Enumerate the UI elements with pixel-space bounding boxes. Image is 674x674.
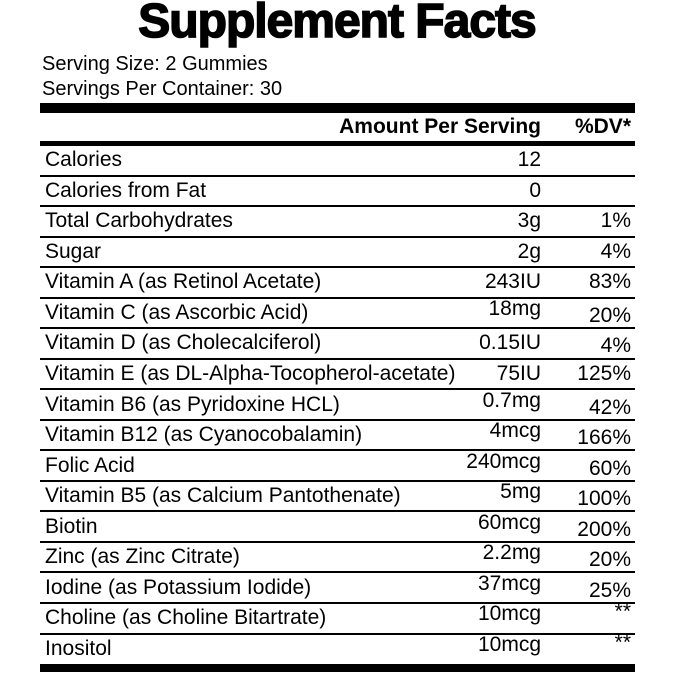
divider-thick-top: [40, 103, 635, 113]
nutrient-amount: 60mcg: [477, 510, 541, 534]
serving-size-line: Serving Size: 2 Gummies: [42, 53, 268, 75]
nutrient-amount: 0.15IU: [479, 331, 541, 355]
table-row: Vitamin B6 (as Pyridoxine HCL) 0.7mg 42%: [40, 388, 635, 421]
nutrition-facts-table: Calories 12 Calories from Fat 0 Total Ca…: [40, 146, 635, 663]
table-row: Folic Acid 240mcg 60%: [40, 449, 635, 482]
nutrient-amount: 12: [517, 148, 541, 172]
nutrient-name: Vitamin B5 (as Calcium Pantothenate): [45, 484, 401, 508]
nutrient-name: Vitamin E (as DL-Alpha-Tocopherol-acetat…: [45, 361, 456, 385]
nutrient-amount: 10mcg: [477, 602, 541, 626]
column-header-percent-dv: %DV*: [574, 115, 631, 138]
table-row: Vitamin B5 (as Calcium Pantothenate) 5mg…: [40, 480, 635, 513]
table-row: Sugar 2g 4%: [40, 238, 635, 269]
nutrient-name: Iodine (as Potassium Iodide): [45, 575, 312, 599]
nutrient-dv: 42%: [588, 395, 631, 419]
nutrient-amount: 0.7mg: [482, 388, 541, 412]
nutrient-dv: **: [614, 600, 631, 624]
nutrient-amount: 243IU: [484, 270, 541, 294]
nutrient-amount: 75IU: [496, 361, 541, 385]
nutrient-dv: 20%: [588, 548, 631, 572]
nutrient-name: Vitamin B6 (as Pyridoxine HCL): [45, 392, 340, 416]
nutrient-dv: 166%: [577, 426, 631, 450]
nutrient-amount: 4mcg: [489, 419, 541, 443]
table-header-row: Amount Per Serving %DV*: [40, 113, 635, 141]
nutrient-dv: 83%: [588, 270, 631, 294]
nutrient-amount: 10mcg: [477, 632, 541, 656]
table-row: Vitamin C (as Ascorbic Acid) 18mg 20%: [40, 296, 635, 330]
nutrient-amount: 0: [529, 178, 541, 202]
nutrient-dv: 200%: [577, 517, 631, 541]
table-row: Calories 12: [40, 146, 635, 177]
nutrient-dv: 60%: [588, 456, 631, 480]
nutrient-dv: 125%: [577, 361, 631, 385]
nutrient-amount: 2g: [517, 239, 541, 263]
column-header-amount-per-serving: Amount Per Serving: [339, 115, 541, 138]
nutrient-amount: 5mg: [500, 480, 541, 504]
table-row: Inositol 10mcg **: [40, 631, 635, 664]
nutrient-amount: 2.2mg: [482, 541, 541, 565]
nutrient-name: Vitamin A (as Retinol Acetate): [45, 270, 322, 294]
table-row: Vitamin E (as DL-Alpha-Tocopherol-acetat…: [40, 360, 635, 391]
nutrient-dv: 100%: [577, 487, 631, 511]
table-row: Calories from Fat 0: [40, 177, 635, 208]
table-row: Biotin 60mcg 200%: [40, 510, 635, 543]
nutrient-amount: 240mcg: [466, 449, 541, 473]
nutrient-dv: **: [614, 630, 631, 654]
table-row: Iodine (as Potassium Iodide) 37mcg 25%: [40, 571, 635, 604]
label-title: Supplement Facts: [137, 0, 537, 48]
nutrient-dv: 1%: [600, 209, 631, 233]
nutrient-name: Vitamin B12 (as Cyanocobalamin): [45, 423, 363, 447]
divider-thick-bottom: [40, 664, 635, 672]
nutrient-name: Zinc (as Zinc Citrate): [45, 545, 240, 569]
nutrient-name: Calories from Fat: [45, 178, 207, 202]
nutrient-dv: 4%: [600, 334, 631, 358]
divider-header: [40, 141, 635, 146]
nutrient-name: Vitamin D (as Cholecalciferol): [45, 331, 322, 355]
nutrient-dv: 4%: [600, 239, 631, 263]
nutrient-name: Inositol: [45, 636, 112, 660]
nutrient-name: Calories: [45, 148, 123, 172]
nutrient-dv: 25%: [588, 578, 631, 602]
nutrient-amount: 37mcg: [477, 571, 541, 595]
table-row: Vitamin A (as Retinol Acetate) 243IU 83%: [40, 268, 635, 299]
nutrient-name: Folic Acid: [45, 453, 135, 477]
nutrient-name: Sugar: [45, 239, 102, 263]
nutrient-name: Biotin: [45, 514, 98, 538]
nutrient-dv: 20%: [588, 303, 631, 327]
nutrient-amount: 18mg: [488, 296, 541, 320]
nutrient-name: Choline (as Choline Bitartrate): [45, 606, 327, 630]
nutrient-amount: 3g: [517, 209, 541, 233]
nutrient-name: Total Carbohydrates: [45, 209, 233, 233]
table-row: Zinc (as Zinc Citrate) 2.2mg 20%: [40, 541, 635, 574]
servings-per-container-line: Servings Per Container: 30: [42, 78, 283, 100]
table-row: Vitamin D (as Cholecalciferol) 0.15IU 4%: [40, 329, 635, 360]
table-row: Choline (as Choline Bitartrate) 10mcg **: [40, 600, 635, 635]
table-row: Vitamin B12 (as Cyanocobalamin) 4mcg 166…: [40, 419, 635, 452]
nutrient-name: Vitamin C (as Ascorbic Acid): [45, 300, 309, 324]
table-row: Total Carbohydrates 3g 1%: [40, 207, 635, 238]
